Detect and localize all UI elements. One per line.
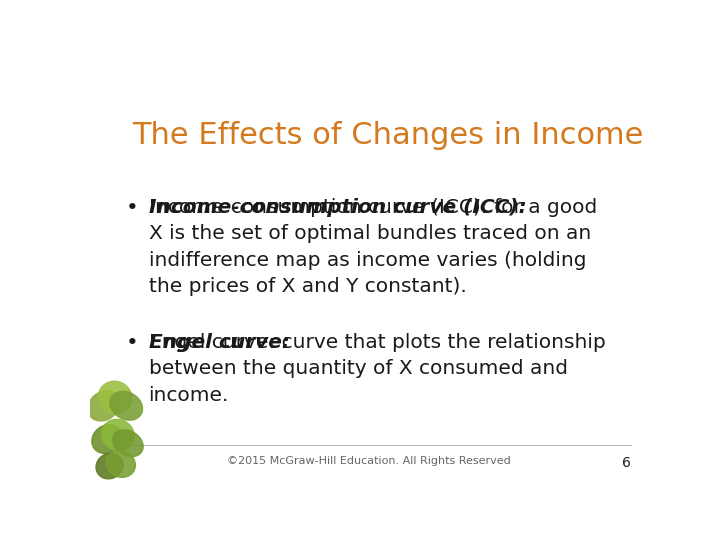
Ellipse shape — [110, 392, 143, 420]
Text: Income-consumption curve (ICC): for a good
X is the set of optimal bundles trace: Income-consumption curve (ICC): for a go… — [148, 198, 597, 296]
Ellipse shape — [102, 420, 134, 450]
Ellipse shape — [92, 424, 122, 454]
Ellipse shape — [99, 381, 132, 414]
Text: Income-consumption curve (ICC):: Income-consumption curve (ICC): — [148, 198, 526, 217]
Ellipse shape — [106, 450, 135, 477]
Ellipse shape — [88, 390, 120, 421]
Ellipse shape — [113, 430, 143, 457]
Text: Engel curve:: Engel curve: — [148, 333, 289, 352]
Text: ©2015 McGraw-Hill Education. All Rights Reserved: ©2015 McGraw-Hill Education. All Rights … — [227, 456, 511, 465]
Text: •: • — [125, 198, 138, 218]
Text: Engel curve: curve that plots the relationship
between the quantity of X consume: Engel curve: curve that plots the relati… — [148, 333, 606, 405]
Text: 6: 6 — [622, 456, 631, 470]
Text: •: • — [125, 333, 138, 353]
Ellipse shape — [96, 453, 123, 479]
Text: The Effects of Changes in Income: The Effects of Changes in Income — [132, 121, 643, 150]
